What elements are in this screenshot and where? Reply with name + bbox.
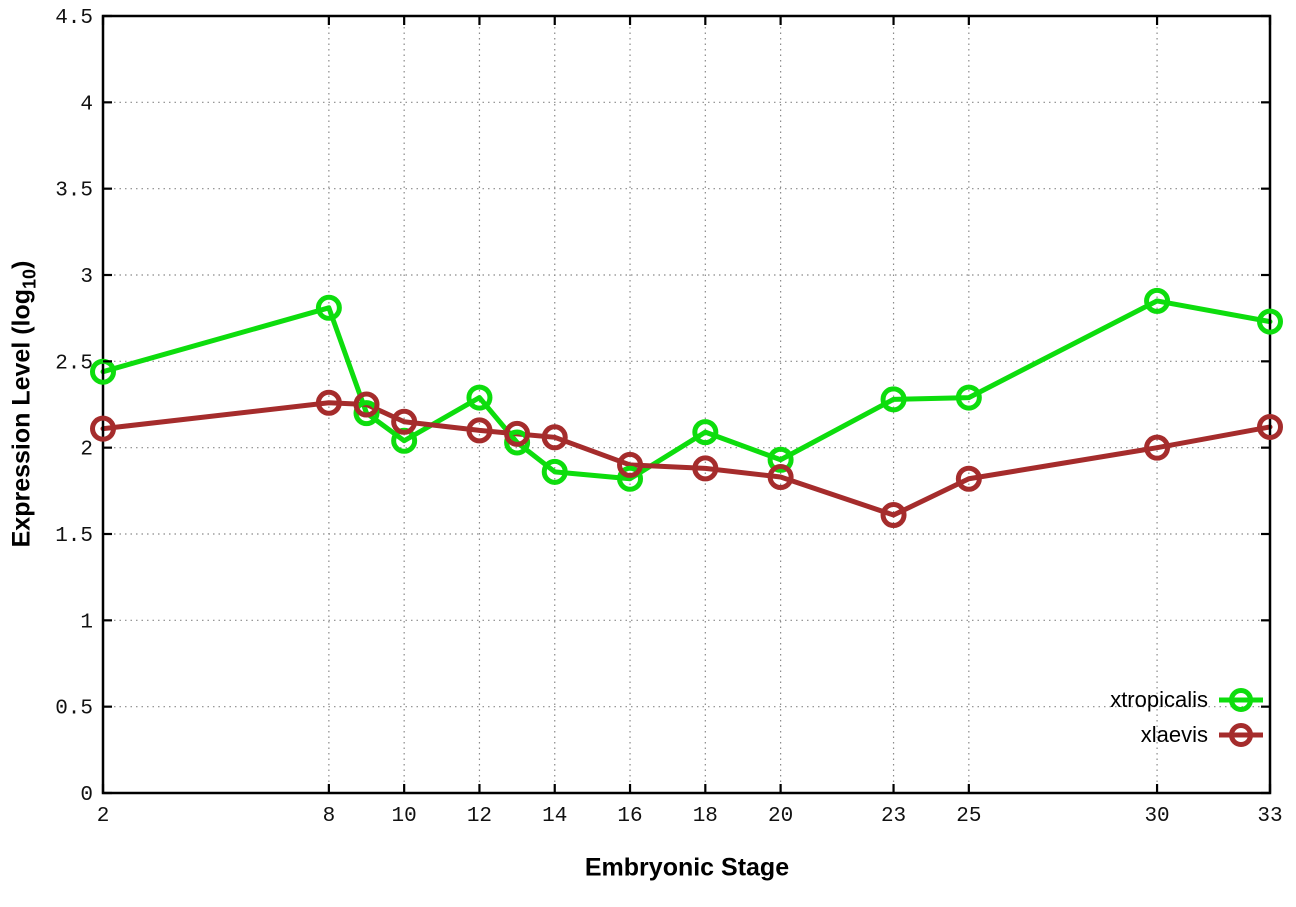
legend: xtropicalis xlaevis	[1110, 686, 1264, 749]
x-tick-label: 8	[323, 805, 336, 828]
x-tick-label: 18	[693, 805, 718, 828]
x-tick-label: 14	[542, 805, 567, 828]
y-tick-label: 0.5	[55, 698, 93, 721]
y-tick-label: 3.5	[55, 180, 93, 203]
y-tick-label: 2.5	[55, 352, 93, 375]
x-tick-label: 2	[97, 805, 110, 828]
y-tick-label: 0	[80, 784, 93, 807]
x-tick-label: 20	[768, 805, 793, 828]
legend-label-xlaevis: xlaevis	[1140, 722, 1208, 747]
y-axis-title: Expression Level (log10)	[8, 261, 41, 548]
y-axis-title-text: Expression Level (log	[7, 288, 36, 548]
legend-label-xtropicalis: xtropicalis	[1110, 687, 1208, 712]
x-tick-label: 16	[617, 805, 642, 828]
x-axis-title: Embryonic Stage	[584, 853, 790, 882]
x-tick-label: 25	[956, 805, 981, 828]
y-axis-title-close: )	[7, 260, 36, 269]
x-tick-label: 12	[467, 805, 492, 828]
legend-item-xtropicalis: xtropicalis	[1110, 686, 1264, 714]
x-tick-label: 33	[1257, 805, 1282, 828]
y-tick-label: 4.5	[55, 7, 93, 30]
y-tick-label: 1.5	[55, 525, 93, 548]
y-axis-title-subscript: 10	[19, 268, 40, 289]
x-tick-label: 10	[392, 805, 417, 828]
y-tick-label: 1	[80, 611, 93, 634]
y-tick-label: 4	[80, 93, 93, 116]
legend-item-xlaevis: xlaevis	[1141, 721, 1264, 749]
legend-marker-xlaevis	[1219, 723, 1263, 747]
x-tick-label: 23	[881, 805, 906, 828]
y-tick-label: 2	[80, 439, 93, 462]
x-tick-label: 30	[1144, 805, 1169, 828]
legend-marker-xtropicalis	[1219, 688, 1263, 712]
y-tick-label: 3	[80, 266, 93, 289]
